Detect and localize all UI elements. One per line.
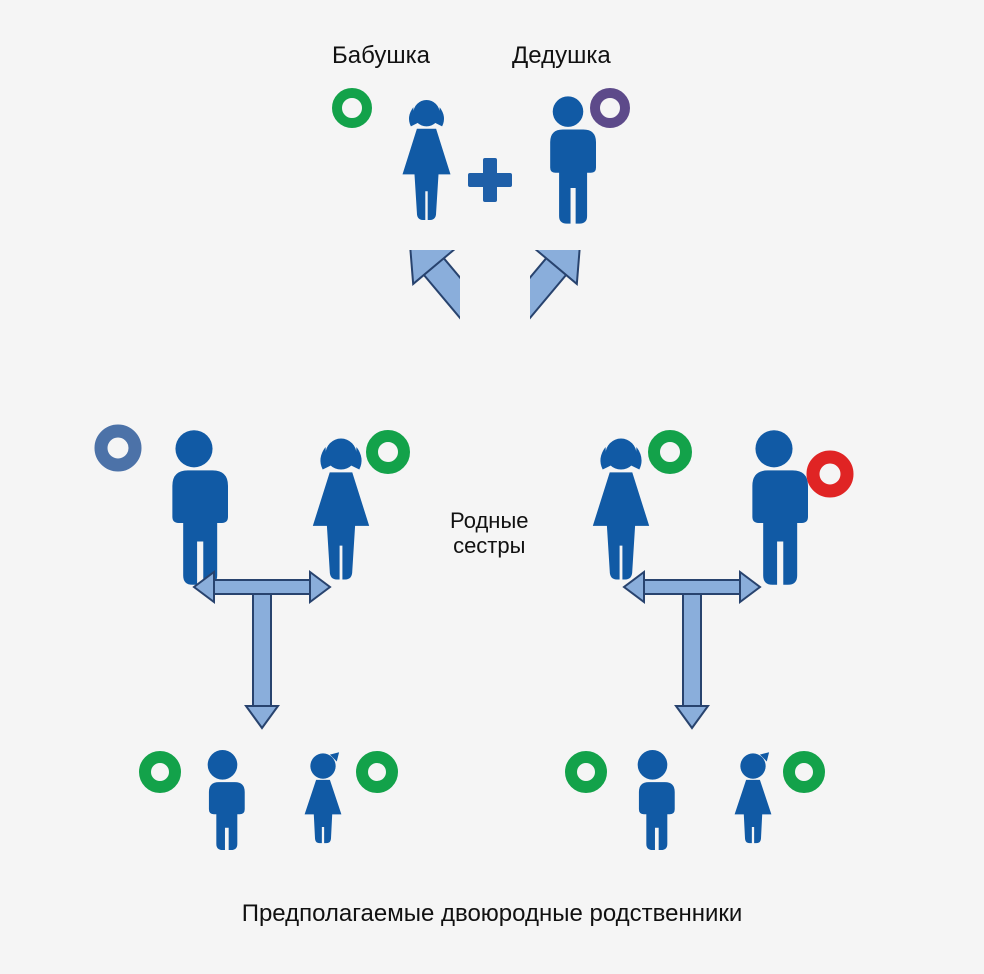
label-grandfather: Дедушка	[512, 42, 611, 70]
label-bottom: Предполагаемые двоюродные родственники	[0, 900, 984, 928]
person-child-right-boy	[630, 750, 675, 850]
ring-uncle-left	[94, 424, 142, 472]
arrow-down-right	[530, 250, 690, 420]
person-grandfather	[540, 96, 596, 224]
ring-child-left-boy	[138, 750, 182, 794]
person-child-right-girl	[730, 752, 776, 848]
plus-icon	[468, 158, 512, 202]
ring-child-right-girl	[782, 750, 826, 794]
person-mother-right	[590, 438, 652, 580]
person-mother-left	[310, 438, 372, 580]
ring-grandmother	[332, 88, 372, 128]
ring-child-left-girl	[355, 750, 399, 794]
ring-uncle-right	[806, 450, 854, 498]
label-sisters-line2: сестры	[453, 533, 525, 558]
t-arrow-left	[192, 566, 332, 741]
arrow-down-left	[300, 250, 460, 420]
label-grandmother: Бабушка	[332, 42, 430, 70]
person-child-left-boy	[200, 750, 245, 850]
ring-mother-right	[647, 429, 693, 475]
ring-mother-left	[365, 429, 411, 475]
t-arrow-right	[622, 566, 762, 741]
ring-child-right-boy	[564, 750, 608, 794]
person-uncle-left	[160, 430, 228, 585]
person-grandmother	[400, 100, 453, 220]
label-sisters: Родные сестры	[450, 508, 529, 559]
ring-grandfather	[590, 88, 630, 128]
person-uncle-right	[740, 430, 808, 585]
label-sisters-line1: Родные	[450, 508, 529, 533]
person-child-left-girl	[300, 752, 346, 848]
